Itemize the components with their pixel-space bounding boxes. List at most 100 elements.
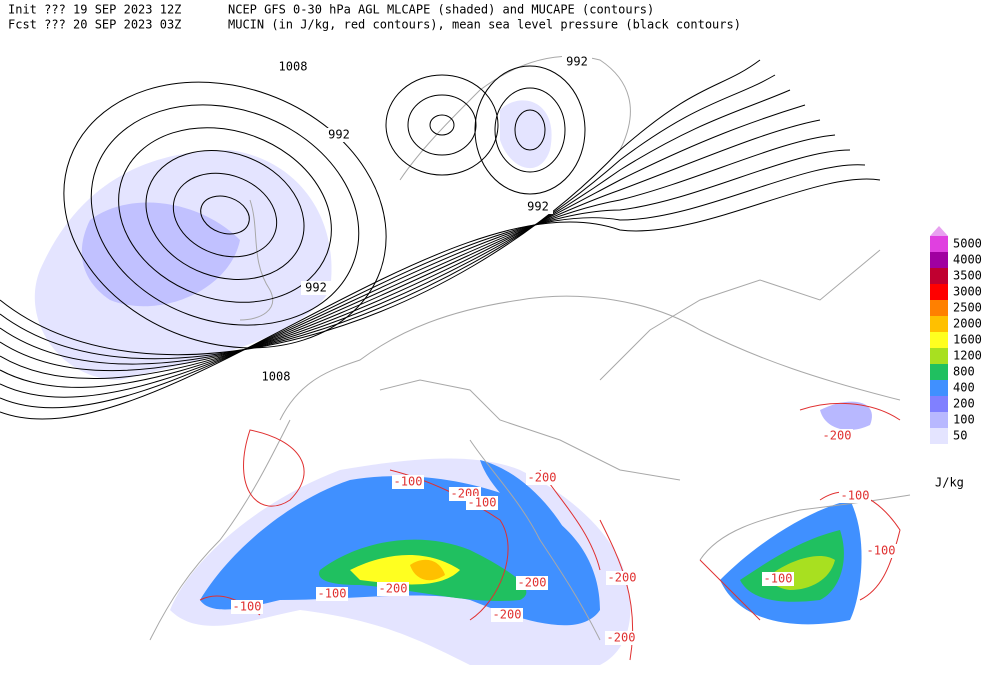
colorbar-label: 50 xyxy=(953,429,967,443)
cin-label: -100 xyxy=(867,544,896,558)
colorbar-triangle xyxy=(930,226,948,236)
shade-scandinavia xyxy=(500,100,552,169)
shade-blacksea xyxy=(820,401,872,430)
isobar xyxy=(429,114,455,136)
label-bg xyxy=(865,544,897,558)
light-shading xyxy=(34,100,872,430)
colorbar-label: 1600 xyxy=(953,333,982,347)
label-bg xyxy=(821,429,853,443)
cin-contour xyxy=(389,469,509,621)
label-bg xyxy=(606,571,638,585)
label-bg xyxy=(605,631,637,645)
label-bg xyxy=(466,496,498,510)
init-time: Init ??? 19 SEP 2023 12Z xyxy=(8,3,181,17)
colorbar-box xyxy=(930,364,948,380)
label-bg xyxy=(562,55,592,69)
cin-label: -200 xyxy=(607,631,636,645)
isobar xyxy=(494,87,566,173)
pressure-label: 992 xyxy=(566,55,588,69)
cin-contour xyxy=(243,429,305,507)
cin-contour xyxy=(799,403,901,421)
colorbar-box xyxy=(930,332,948,348)
pressure-label: 1008 xyxy=(262,370,291,384)
isobar xyxy=(0,119,821,380)
cin-label: -200 xyxy=(518,576,547,590)
isobar xyxy=(407,94,477,156)
label-bg xyxy=(278,60,308,74)
isobar xyxy=(172,172,278,258)
cin-label: -100 xyxy=(468,496,497,510)
coast-line xyxy=(699,494,911,561)
label-bg xyxy=(491,608,523,622)
colorbar-units: J/kg xyxy=(935,476,964,490)
isobar xyxy=(145,149,305,281)
isobar xyxy=(474,65,586,195)
colorbar-box xyxy=(930,396,948,412)
colorbar-label: 400 xyxy=(953,381,975,395)
shade-adriatic xyxy=(480,460,580,575)
isobar xyxy=(118,127,332,303)
isobar xyxy=(0,178,881,420)
isobar xyxy=(0,59,761,356)
label-bg xyxy=(392,475,424,489)
colorbar-label: 1200 xyxy=(953,349,982,363)
cin-label: -200 xyxy=(823,429,852,443)
colorbar-label: 200 xyxy=(953,397,975,411)
colorbar-label: 800 xyxy=(953,365,975,379)
product-title: NCEP GFS 0-30 hPa AGL MLCAPE (shaded) an… xyxy=(228,3,654,17)
label-bg xyxy=(762,572,794,586)
colorbar-label: 3000 xyxy=(953,285,982,299)
colorbar-box xyxy=(930,316,948,332)
shade-atlantic-core xyxy=(81,202,240,307)
cin-label: -200 xyxy=(493,608,522,622)
colorbar-box xyxy=(930,268,948,284)
isobar xyxy=(63,81,387,349)
isobar xyxy=(385,74,499,176)
product-description: MUCIN (in J/kg, red contours), mean sea … xyxy=(228,18,741,32)
cin-label: -100 xyxy=(841,489,870,503)
coast-line xyxy=(399,55,631,181)
colorbar-label: 4000 xyxy=(953,253,982,267)
isobar xyxy=(0,89,791,365)
colorbar-box xyxy=(930,252,948,268)
cin-label: -100 xyxy=(318,587,347,601)
colorbar-box xyxy=(930,284,948,300)
contour-labels: 1008 992 992 992 992 1008 -100 -200 -100 -200 -200… xyxy=(231,55,897,645)
colorbar-box xyxy=(930,300,948,316)
border xyxy=(379,379,681,481)
colorbar-label: 3500 xyxy=(953,269,982,283)
label-bg xyxy=(316,587,348,601)
pressure-label: 1008 xyxy=(279,60,308,74)
coast-line xyxy=(239,199,274,321)
cin-label: -100 xyxy=(764,572,793,586)
label-bg xyxy=(301,281,331,295)
isobar xyxy=(0,134,836,388)
cin-label: -100 xyxy=(233,600,262,614)
label-bg xyxy=(324,128,354,142)
isobar xyxy=(90,104,360,326)
isobar xyxy=(200,195,250,235)
label-bg xyxy=(231,600,263,614)
colorbar-box xyxy=(930,412,948,428)
coast-line xyxy=(469,439,601,641)
pressure-label: 992 xyxy=(328,128,350,142)
coastlines xyxy=(149,55,911,641)
isobar xyxy=(514,109,546,151)
forecast-time: Fcst ??? 20 SEP 2023 03Z xyxy=(8,18,181,32)
colorbar-box xyxy=(930,380,948,396)
colorbar-box xyxy=(930,236,948,252)
border xyxy=(599,249,881,381)
cin-label: -100 xyxy=(394,475,423,489)
pressure-label: 992 xyxy=(527,200,549,214)
isobar xyxy=(0,74,776,360)
coast-line xyxy=(279,295,901,421)
shade-med-2500 xyxy=(410,559,445,581)
pressure-label: 992 xyxy=(305,281,327,295)
label-bg xyxy=(839,489,871,503)
cin-contour xyxy=(699,559,761,621)
colorbar-label: 2000 xyxy=(953,317,982,331)
isobar xyxy=(0,104,806,372)
colorbar-label: 5000 xyxy=(953,237,982,251)
coast-line xyxy=(149,419,291,641)
